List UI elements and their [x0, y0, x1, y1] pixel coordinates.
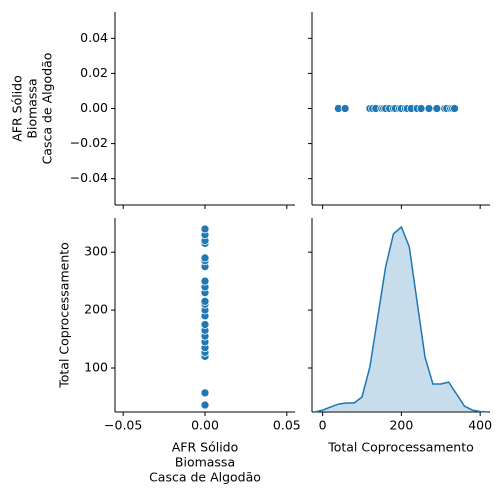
point [200, 320, 210, 329]
y-axis-label: Biomassa [25, 78, 40, 138]
point [424, 104, 434, 113]
y-axis-label: Casca de Algodão [40, 53, 55, 165]
spines [114, 12, 490, 413]
y-tick-label: −0.02 [70, 135, 108, 150]
panel [308, 37, 481, 209]
point [416, 104, 426, 113]
x-tick-label: 0 [319, 418, 327, 433]
x-axis-label: AFR Sólido [172, 440, 239, 455]
y-tick-label: 100 [84, 359, 108, 374]
x-axis-label: Total Coprocessamento [327, 440, 474, 455]
y-tick-label: 300 [84, 244, 108, 259]
point [340, 104, 350, 113]
point [200, 400, 210, 410]
y-axis-label: Total Coprocessamento [57, 242, 72, 389]
x-tick-label: 0.05 [273, 418, 301, 433]
x-tick-label: 200 [389, 418, 413, 433]
x-tick-label: 0.00 [191, 418, 219, 433]
panel: 0 200 400 Total Coprocessamento [308, 225, 492, 455]
kde-line [314, 225, 489, 413]
panel: −0.05 0.00 0.05 100 200 300 AFR SólidoBiomassa… [57, 224, 301, 485]
panel: 0.04 0.02 0.00 −0.02 −0.04 AFR Sólido Biomassa… [10, 30, 288, 209]
point [200, 224, 210, 234]
y-axis-label: AFR Sólido [10, 75, 25, 142]
x-tick-label: 400 [468, 418, 492, 433]
point [200, 276, 210, 286]
point [432, 104, 442, 113]
point [200, 388, 210, 398]
x-tick-label: −0.05 [104, 418, 142, 433]
point [200, 253, 210, 263]
x-axis-label: Casca de Algodão [149, 470, 261, 485]
kde-area [314, 227, 488, 412]
point [450, 104, 459, 113]
y-tick-label: 200 [84, 302, 108, 317]
y-tick-label: 0.02 [80, 65, 108, 80]
x-axis-label: Biomassa [175, 455, 235, 470]
y-tick-label: 0.00 [80, 100, 108, 115]
y-tick-label: −0.04 [70, 170, 108, 185]
point [200, 297, 210, 306]
y-tick-label: 0.04 [80, 30, 108, 45]
